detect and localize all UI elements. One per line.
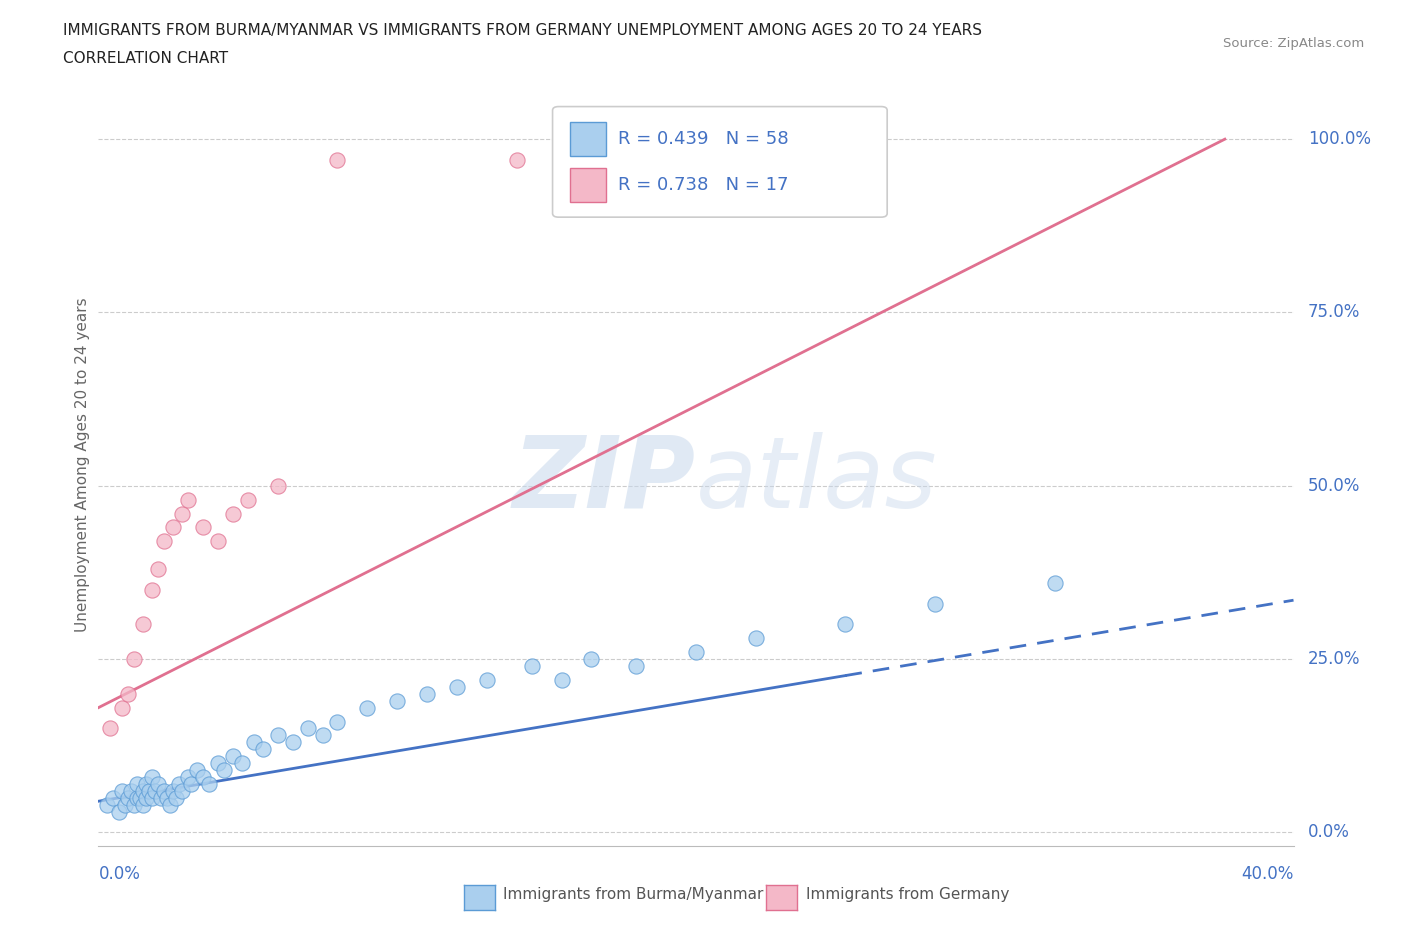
Point [135, 777, 157, 791]
Text: Immigrants from Burma/Myanmar: Immigrants from Burma/Myanmar [503, 887, 763, 902]
Point [138, 783, 160, 798]
Point [132, 797, 155, 812]
Point [96, 797, 118, 812]
Point [685, 644, 707, 659]
Point [198, 777, 221, 791]
Point [111, 783, 134, 798]
Point [143, 783, 166, 798]
Point [267, 478, 290, 493]
Point [117, 686, 139, 701]
Point [581, 652, 603, 667]
Point [416, 686, 439, 701]
Text: 0.0%: 0.0% [98, 866, 141, 884]
Text: ZIP: ZIP [513, 432, 696, 529]
Point [153, 783, 176, 798]
Point [191, 769, 214, 784]
Point [120, 783, 142, 798]
Point [191, 520, 214, 535]
Text: IMMIGRANTS FROM BURMA/MYANMAR VS IMMIGRANTS FROM GERMANY UNEMPLOYMENT AMONG AGES: IMMIGRANTS FROM BURMA/MYANMAR VS IMMIGRA… [63, 23, 983, 38]
FancyBboxPatch shape [571, 122, 606, 156]
Point [297, 721, 319, 736]
Point [385, 693, 409, 708]
Point [520, 658, 543, 673]
Point [177, 769, 200, 784]
Point [550, 672, 572, 687]
Point [141, 769, 163, 784]
Point [150, 790, 173, 805]
Point [127, 790, 149, 805]
Point [127, 777, 149, 791]
Point [267, 728, 290, 743]
Text: 0.0%: 0.0% [1308, 823, 1350, 842]
Point [172, 506, 194, 521]
Point [745, 631, 768, 645]
Point [207, 756, 229, 771]
Point [148, 562, 170, 577]
Point [172, 783, 194, 798]
Text: R = 0.439   N = 58: R = 0.439 N = 58 [619, 130, 789, 149]
Point [222, 506, 245, 521]
Text: R = 0.738   N = 17: R = 0.738 N = 17 [619, 176, 789, 194]
FancyBboxPatch shape [553, 107, 887, 218]
Text: CORRELATION CHART: CORRELATION CHART [63, 51, 228, 66]
Point [180, 777, 202, 791]
Y-axis label: Unemployment Among Ages 20 to 24 years: Unemployment Among Ages 20 to 24 years [75, 298, 90, 632]
Point [252, 742, 274, 757]
Point [148, 777, 170, 791]
Point [177, 492, 200, 507]
Point [231, 756, 253, 771]
Point [117, 790, 139, 805]
Point [186, 763, 208, 777]
Point [132, 783, 155, 798]
Point [165, 790, 187, 805]
Point [311, 728, 333, 743]
Point [141, 790, 163, 805]
Point [212, 763, 235, 777]
Point [356, 700, 378, 715]
Point [924, 596, 946, 611]
Point [326, 153, 349, 167]
Point [1043, 576, 1066, 591]
Point [236, 492, 259, 507]
FancyBboxPatch shape [571, 167, 606, 202]
Point [475, 672, 498, 687]
Point [626, 658, 648, 673]
Point [162, 783, 184, 798]
Text: 100.0%: 100.0% [1308, 130, 1371, 148]
Point [103, 790, 125, 805]
Text: Source: ZipAtlas.com: Source: ZipAtlas.com [1223, 37, 1364, 50]
Point [243, 735, 266, 750]
Point [159, 797, 181, 812]
Point [114, 797, 136, 812]
Point [326, 714, 349, 729]
Point [222, 749, 245, 764]
Point [135, 790, 157, 805]
Point [129, 790, 152, 805]
Point [506, 153, 529, 167]
Text: Immigrants from Germany: Immigrants from Germany [806, 887, 1010, 902]
Point [153, 534, 176, 549]
Text: 75.0%: 75.0% [1308, 303, 1360, 322]
Point [132, 617, 155, 631]
Point [108, 804, 131, 819]
Point [111, 700, 134, 715]
Point [124, 797, 146, 812]
Point [98, 721, 122, 736]
Point [167, 777, 190, 791]
Point [156, 790, 179, 805]
Point [446, 680, 468, 695]
Point [207, 534, 229, 549]
Text: 50.0%: 50.0% [1308, 477, 1360, 495]
Text: 25.0%: 25.0% [1308, 650, 1361, 668]
Point [162, 520, 184, 535]
Text: 40.0%: 40.0% [1241, 866, 1294, 884]
Point [834, 617, 856, 631]
Point [141, 582, 163, 597]
Point [281, 735, 304, 750]
Text: atlas: atlas [696, 432, 938, 529]
Point [124, 652, 146, 667]
